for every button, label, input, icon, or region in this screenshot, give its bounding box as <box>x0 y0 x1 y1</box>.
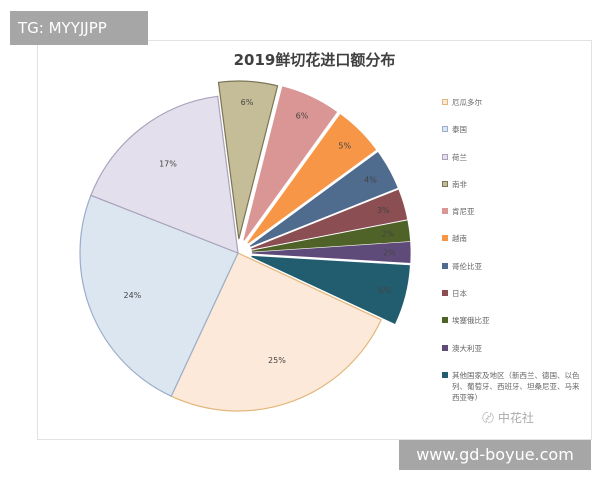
legend-item: 日本 <box>442 288 582 315</box>
legend-swatch <box>442 371 448 378</box>
data-label: 2% <box>383 248 396 257</box>
legend-swatch <box>442 235 448 242</box>
wechat-icon: 〄 <box>482 411 495 425</box>
pie-slice <box>251 241 411 263</box>
data-label: 3% <box>377 206 390 215</box>
watermark-text: 中花社 <box>497 411 534 425</box>
legend-item: 埃塞俄比亚 <box>442 315 582 342</box>
pie-slice <box>247 114 377 244</box>
data-label: 6% <box>241 98 254 107</box>
legend-swatch <box>442 99 448 105</box>
legend-item: 肯尼亚 <box>442 206 582 233</box>
data-label: 5% <box>338 142 351 151</box>
chart-title: 2019鲜切花进口额分布 <box>233 51 396 69</box>
pie-slice <box>251 189 408 250</box>
watermark: 〄 中花社 <box>482 409 534 426</box>
legend-item: 越南 <box>442 233 582 260</box>
pie-slice <box>79 194 239 397</box>
legend-item: 澳大利亚 <box>442 343 582 370</box>
legend-label: 澳大利亚 <box>452 343 482 353</box>
legend-label: 埃塞俄比亚 <box>452 316 490 326</box>
legend-item: 南非 <box>442 179 582 206</box>
legend-item: 其他国家及地区（新西兰、德国、以色列、葡萄牙、西班牙、坦桑尼亚、马来西亚等） <box>442 370 582 403</box>
legend-swatch <box>442 262 448 269</box>
legend-item: 荷兰 <box>442 152 582 179</box>
legend-label: 南非 <box>452 179 467 189</box>
legend-swatch <box>442 153 448 160</box>
legend-swatch <box>442 290 448 297</box>
legend-swatch <box>442 344 448 351</box>
pie-slice <box>170 252 382 412</box>
pie-slice <box>251 220 411 252</box>
legend-swatch <box>442 180 448 187</box>
pie-slice <box>251 255 410 325</box>
data-label: 17% <box>159 159 177 168</box>
legend-swatch <box>442 317 448 324</box>
legend-label: 其他国家及地区（新西兰、德国、以色列、葡萄牙、西班牙、坦桑尼亚、马来西亚等） <box>452 370 580 402</box>
tag-overlay: TG: MYYJJPP <box>10 11 148 45</box>
data-label: 6% <box>378 286 391 295</box>
legend-label: 哥伦比亚 <box>452 261 482 271</box>
legend-item: 哥伦比亚 <box>442 261 582 288</box>
legend-label: 日本 <box>452 289 467 299</box>
pie-slice <box>90 95 239 254</box>
data-label: 4% <box>364 176 377 185</box>
legend-swatch <box>442 126 448 133</box>
legend-swatch <box>442 208 448 215</box>
pie-chart: 25% 24% 17% 6% 6% 5% 4% 3% 2% 2% 6% <box>79 80 411 412</box>
legend-item: 厄瓜多尔 <box>442 97 582 124</box>
legend-label: 肯尼亚 <box>452 207 475 217</box>
url-overlay: www.gd-boyue.com <box>399 440 591 470</box>
data-label: 25% <box>268 356 286 365</box>
pie-slice <box>217 80 279 240</box>
legend-item: 泰国 <box>442 124 582 151</box>
legend-label: 荷兰 <box>452 152 467 162</box>
legend-label: 厄瓜多尔 <box>452 98 482 107</box>
data-label: 2% <box>382 229 395 238</box>
legend: 厄瓜多尔泰国荷兰南非肯尼亚越南哥伦比亚日本埃塞俄比亚澳大利亚其他国家及地区（新西… <box>442 97 582 403</box>
data-label: 24% <box>123 291 141 300</box>
pie-slice <box>249 152 398 247</box>
data-label: 6% <box>296 112 309 121</box>
pie-slice <box>243 86 338 241</box>
legend-label: 泰国 <box>452 125 467 135</box>
legend-label: 越南 <box>452 234 467 244</box>
